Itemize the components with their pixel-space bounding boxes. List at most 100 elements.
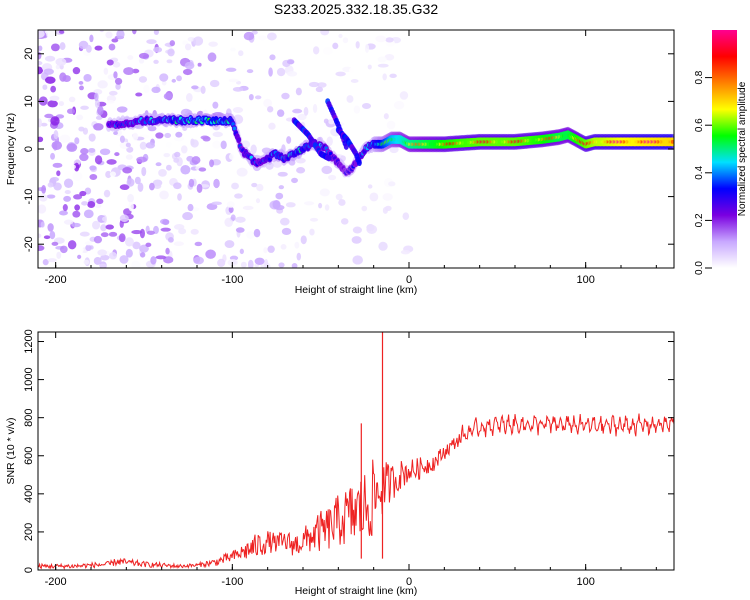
noise-blob <box>200 85 206 94</box>
noise-blob <box>340 218 349 225</box>
noise-blob <box>232 106 244 114</box>
noise-blob <box>209 79 220 88</box>
noise-blob <box>351 236 362 244</box>
noise-blob <box>38 136 44 143</box>
noise-blob <box>280 244 287 250</box>
noise-blob <box>292 108 303 114</box>
noise-blob <box>255 198 261 204</box>
noise-blob <box>197 62 202 67</box>
noise-blob <box>382 207 388 214</box>
branch-band <box>326 154 332 162</box>
colorbar-tick-label: 0.4 <box>694 165 705 179</box>
noise-blob <box>151 86 161 94</box>
noise-blob <box>352 226 362 234</box>
noise-blob <box>83 209 94 219</box>
noise-blob <box>132 241 141 250</box>
noise-blob <box>318 202 323 209</box>
noise-blob <box>207 52 217 62</box>
noise-blob <box>41 185 47 194</box>
noise-blob <box>83 259 90 265</box>
noise-blob <box>212 101 219 109</box>
noise-blob <box>62 75 71 82</box>
noise-blob <box>50 152 56 160</box>
noise-blob <box>161 80 167 86</box>
noise-blob <box>72 67 81 75</box>
x-tick-label: 100 <box>576 576 594 588</box>
noise-blob <box>173 241 185 247</box>
noise-blob <box>209 159 215 168</box>
noise-blob <box>361 103 372 110</box>
noise-blob <box>137 182 144 192</box>
noise-blob <box>212 140 222 149</box>
noise-blob <box>139 141 147 150</box>
noise-blob <box>68 96 76 103</box>
noise-blob <box>196 183 203 193</box>
noise-blob <box>46 194 56 199</box>
noise-blob <box>136 156 148 163</box>
noise-blob <box>88 133 96 142</box>
noise-blob <box>95 204 102 209</box>
x-tick-label: 0 <box>406 274 412 286</box>
noise-blob <box>321 165 333 175</box>
y-tick-label: 20 <box>23 48 35 60</box>
noise-blob <box>181 145 188 154</box>
noise-blob <box>309 228 315 236</box>
y-tick-label: 200 <box>23 523 35 541</box>
y-tick-label: -20 <box>23 236 35 252</box>
noise-blob <box>78 126 85 132</box>
noise-blob <box>108 43 116 51</box>
noise-blob <box>173 157 180 163</box>
noise-blob <box>173 136 185 142</box>
noise-blob <box>167 48 175 57</box>
noise-blob <box>59 134 71 143</box>
noise-blob <box>134 176 141 185</box>
noise-blob <box>67 240 77 250</box>
noise-blob <box>226 201 235 208</box>
noise-blob <box>73 245 84 254</box>
noise-blob <box>274 204 285 211</box>
noise-blob <box>102 216 107 222</box>
noise-blob <box>132 132 139 141</box>
noise-blob <box>246 69 254 74</box>
noise-blob <box>119 184 130 191</box>
noise-blob <box>125 142 131 148</box>
noise-blob <box>375 35 387 43</box>
noise-blob <box>127 193 134 203</box>
noise-blob <box>309 217 319 222</box>
noise-blob <box>313 46 320 55</box>
y-tick-label: 1200 <box>23 329 35 353</box>
noise-blob <box>155 162 162 167</box>
noise-blob <box>205 249 216 259</box>
noise-blob <box>297 113 307 121</box>
noise-blob <box>51 140 63 150</box>
noise-blob <box>338 33 343 39</box>
noise-blob <box>38 30 45 38</box>
noise-blob <box>335 193 343 201</box>
noise-blob <box>295 157 306 164</box>
noise-blob <box>44 76 56 84</box>
noise-blob <box>105 224 114 230</box>
noise-blob <box>364 43 370 53</box>
ridge-core <box>236 137 241 142</box>
noise-blob <box>119 135 125 143</box>
noise-blob <box>234 193 243 199</box>
noise-blob <box>224 240 235 248</box>
snr-frame <box>37 331 675 571</box>
noise-blob <box>191 85 199 90</box>
noise-blob <box>38 194 48 202</box>
y-tick-label: 0 <box>23 146 35 152</box>
noise-blob <box>84 241 93 246</box>
noise-blob <box>229 153 235 160</box>
noise-blob <box>276 67 286 77</box>
noise-blob <box>267 106 274 113</box>
x-tick-label: -200 <box>45 274 67 286</box>
noise-blob <box>73 194 83 200</box>
noise-blob <box>159 73 169 82</box>
noise-blob <box>72 171 83 181</box>
noise-blob <box>367 184 373 189</box>
noise-blob <box>246 231 255 239</box>
noise-blob <box>399 91 409 100</box>
noise-blob <box>58 101 65 107</box>
noise-blob <box>278 185 285 190</box>
